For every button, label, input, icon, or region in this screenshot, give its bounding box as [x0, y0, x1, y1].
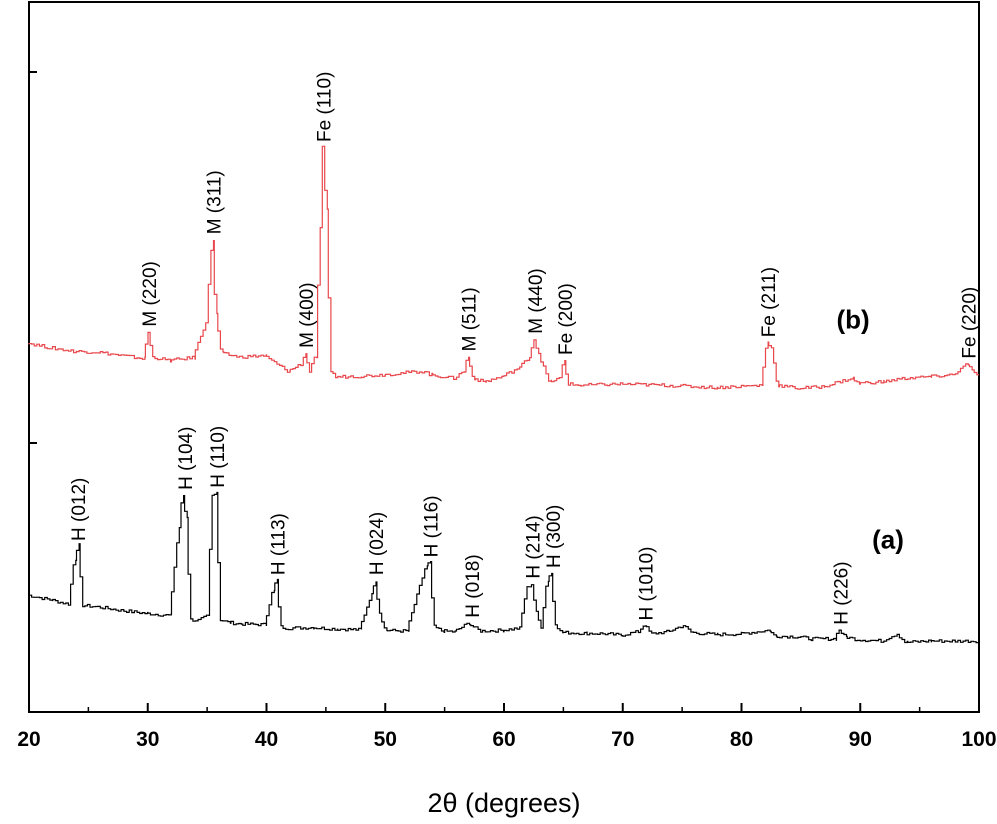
x-tick-label: 70: [611, 728, 634, 751]
series-line-a: [28, 491, 980, 644]
peak-annotations: H (012) H (104) H (110) H (113) H (024) H (11…: [69, 72, 981, 625]
peak-label: M (311): [204, 170, 225, 234]
peak-label: H (1010): [637, 547, 658, 621]
peak-label: Fe (211): [759, 267, 780, 337]
peak-label: Fe (220): [960, 287, 981, 359]
x-tick-label: 40: [255, 728, 278, 751]
x-tick-label: 50: [374, 728, 397, 751]
peak-label: H (214): [524, 515, 545, 578]
peak-label: H (110): [208, 426, 229, 488]
peak-label: H (104): [176, 427, 197, 490]
peak-label: H (024): [367, 512, 388, 575]
peak-label: H (018): [463, 554, 484, 617]
x-axis-ticks: 20 30 40 50 60 70 80 90 100: [17, 703, 997, 751]
peak-label: M (440): [526, 268, 547, 333]
x-tick-label: 60: [492, 728, 515, 751]
series-line-b: [28, 145, 979, 390]
x-tick-label: 20: [17, 728, 40, 751]
x-tick-label: 90: [849, 728, 872, 751]
series-label: (b): [837, 305, 870, 335]
peak-label: H (116): [422, 495, 443, 557]
x-axis-label: 2θ (degrees): [427, 788, 580, 818]
peak-label: M (511): [460, 287, 481, 351]
peak-label: H (012): [69, 478, 90, 541]
peak-label: M (220): [140, 261, 161, 326]
peak-label: H (113): [268, 513, 289, 575]
peak-label: Fe (110): [315, 72, 336, 142]
x-tick-label: 80: [730, 728, 753, 751]
series-labels: (b) (a): [837, 305, 904, 555]
peak-label: Fe (200): [556, 283, 577, 355]
x-tick-label: 30: [136, 728, 159, 751]
x-tick-label: 100: [961, 728, 996, 751]
peak-label: H (300): [544, 505, 565, 568]
peak-label: H (226): [831, 561, 852, 624]
series-layer: [28, 145, 980, 644]
series-label: (a): [872, 525, 904, 555]
peak-label: M (400): [297, 282, 318, 347]
